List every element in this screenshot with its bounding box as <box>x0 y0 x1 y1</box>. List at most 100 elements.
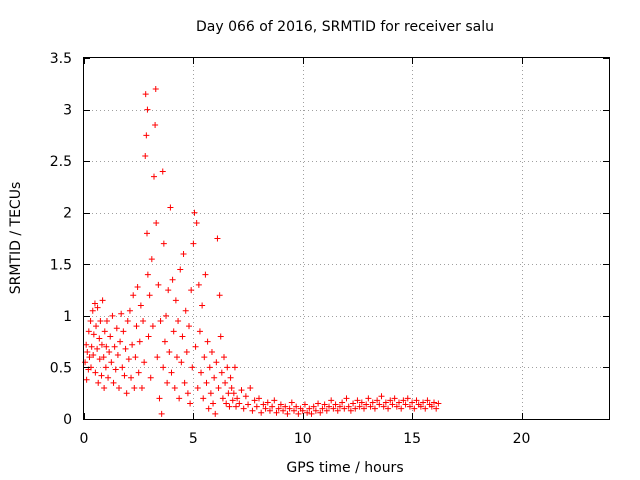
data-point <box>141 359 148 366</box>
y-axis-label: SRMTID / TECUs <box>8 182 24 295</box>
data-point <box>98 372 105 379</box>
data-point <box>404 395 411 402</box>
data-point <box>140 318 147 325</box>
data-point <box>118 310 125 317</box>
data-point <box>121 372 128 379</box>
data-point <box>167 204 174 211</box>
data-point <box>177 266 184 273</box>
data-point <box>291 407 297 414</box>
data-point <box>310 403 317 410</box>
data-point <box>198 369 205 376</box>
data-point <box>271 397 278 404</box>
data-point <box>135 369 142 376</box>
data-point <box>186 323 192 330</box>
grid-lines <box>84 58 609 419</box>
data-point <box>155 281 162 288</box>
data-point <box>112 366 119 373</box>
data-point <box>190 240 197 247</box>
data-point <box>98 341 105 348</box>
data-point <box>152 122 159 129</box>
chart-title: Day 066 of 2016, SRMTID for receiver sal… <box>196 19 494 35</box>
data-point <box>301 401 308 408</box>
data-point <box>409 399 416 406</box>
plot-frame <box>83 57 610 420</box>
data-point <box>299 407 306 414</box>
data-point <box>382 399 389 406</box>
data-point <box>88 343 95 350</box>
axis-ticks <box>84 58 609 420</box>
data-point <box>378 393 385 400</box>
data-point <box>187 400 194 407</box>
data-point <box>164 379 171 386</box>
data-point <box>183 348 190 355</box>
data-point <box>179 333 186 340</box>
data-point <box>109 312 116 319</box>
data-point <box>165 287 172 294</box>
data-point <box>132 354 139 361</box>
data-point <box>138 385 145 392</box>
data-point <box>234 395 241 402</box>
data-point <box>116 385 122 392</box>
data-point <box>100 354 107 361</box>
data-point <box>221 354 227 361</box>
data-point <box>90 352 97 359</box>
data-point <box>402 401 409 408</box>
data-point <box>113 325 120 332</box>
data-point <box>295 410 302 417</box>
data-point <box>103 343 110 350</box>
data-point <box>321 401 328 408</box>
data-point <box>122 345 129 352</box>
data-point <box>400 397 407 404</box>
data-point <box>105 374 112 381</box>
data-point <box>205 405 212 412</box>
data-point <box>156 395 163 402</box>
data-point <box>229 397 236 404</box>
data-point <box>123 390 130 397</box>
data-point <box>101 328 108 335</box>
data-point <box>159 168 166 175</box>
data-point <box>87 318 94 325</box>
data-point <box>417 403 424 410</box>
data-point <box>180 250 187 257</box>
data-point <box>288 399 295 406</box>
data-point <box>212 410 219 417</box>
data-point <box>145 333 152 340</box>
data-point <box>107 333 114 340</box>
data-point <box>317 409 324 416</box>
data-point <box>354 397 361 404</box>
data-point <box>363 401 370 408</box>
data-point <box>213 359 220 366</box>
y-tick-labels: 0 0.5 1 1.5 2 2.5 3 3.5 <box>50 51 72 428</box>
data-point <box>262 405 269 412</box>
data-point <box>196 328 203 335</box>
data-point <box>126 307 133 314</box>
data-point <box>211 374 218 381</box>
y-tick-label: 1.5 <box>50 257 72 273</box>
data-point <box>273 409 280 416</box>
data-point <box>223 400 230 407</box>
data-point <box>282 403 289 410</box>
data-point <box>131 385 138 392</box>
data-point <box>230 390 237 397</box>
data-point <box>396 399 402 406</box>
data-point <box>293 403 300 410</box>
data-point <box>144 106 151 113</box>
data-point <box>413 397 420 404</box>
data-point <box>94 304 101 311</box>
data-point <box>387 397 394 404</box>
y-tick-label: 0 <box>63 412 72 428</box>
y-tick-label: 2 <box>63 206 72 222</box>
data-point <box>95 379 102 386</box>
data-point <box>176 395 183 402</box>
data-point <box>111 343 118 350</box>
data-point <box>207 390 214 397</box>
data-point <box>86 354 93 361</box>
data-point <box>280 407 287 414</box>
data-point <box>114 352 121 359</box>
data-point <box>144 230 150 237</box>
data-point <box>251 397 258 404</box>
data-point <box>143 132 150 139</box>
data-point <box>247 385 254 392</box>
data-point <box>228 385 235 392</box>
data-point <box>286 405 293 412</box>
